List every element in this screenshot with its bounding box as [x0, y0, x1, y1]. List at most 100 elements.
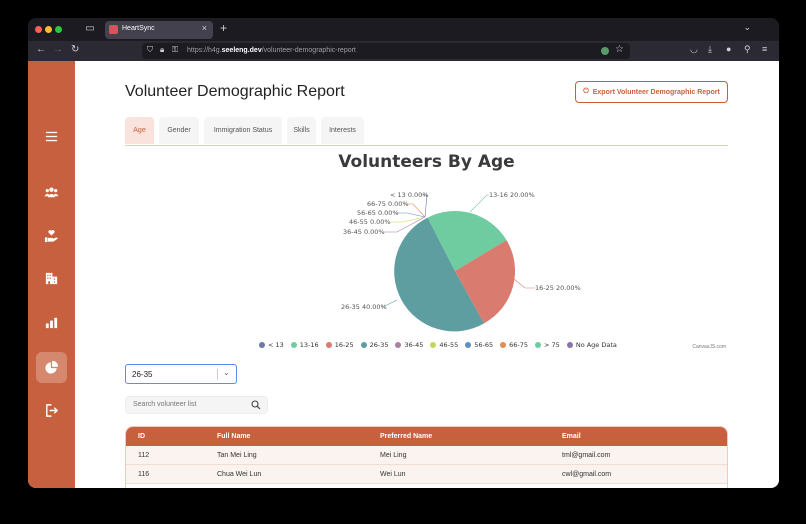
export-icon: ⏻ [583, 88, 589, 95]
legend-item[interactable]: 26-35 [360, 341, 388, 349]
sidebar-item-menu[interactable] [36, 121, 67, 152]
chart-legend: < 13 13-16 16-25 26-35 36-45 46-55 56-65… [259, 341, 617, 349]
pie-chart-icon [45, 360, 59, 374]
browser-tab[interactable]: HeartSync × [105, 21, 213, 39]
slice-26-35[interactable] [394, 217, 485, 332]
lock-icon[interactable]: 🔒︎ [160, 45, 165, 54]
label-26-35: 26-35 40.00% [341, 303, 387, 311]
building-icon [45, 272, 58, 285]
cell-preferred-name: Mei Ling [380, 452, 407, 459]
new-tab-button[interactable]: + [220, 21, 228, 35]
bar-chart-icon [45, 317, 58, 329]
table-row[interactable]: 112 Tan Mei Ling Mei Ling tml@gmail.com [126, 446, 727, 465]
cell-full-name: Chua Wei Lun [217, 471, 262, 478]
close-tab-icon[interactable]: × [201, 23, 207, 33]
label-16-25: 16-25 20.00% [535, 284, 581, 292]
url-bar[interactable]: ⛉ 🔒︎ ⚿ https://h4g.seeleng.dev/volunteer… [142, 43, 630, 59]
chevron-down-icon[interactable]: ⌄ [223, 368, 230, 377]
legend-item[interactable]: 56-65 [465, 341, 493, 349]
search-icon[interactable] [251, 400, 261, 410]
tabs-divider [125, 145, 728, 146]
age-group-select[interactable]: 26-35 ⌄ [125, 364, 237, 384]
browser-window: ▭ HeartSync × + ⌄ ← → ↻ ⛉ 🔒︎ ⚿ https://h… [28, 18, 779, 488]
column-header[interactable]: Preferred Name [380, 433, 433, 440]
forward-icon[interactable]: → [53, 44, 63, 55]
menu-icon[interactable]: ≡ [762, 44, 768, 54]
legend-item[interactable]: 13-16 [290, 341, 319, 349]
reload-icon[interactable]: ↻ [71, 44, 80, 55]
favicon-icon [109, 25, 118, 34]
cell-email: cwl@gmail.com [562, 471, 612, 478]
chart-credit[interactable]: CanvasJS.com [692, 344, 726, 350]
table-row[interactable]: 116 Chua Wei Lun Wei Lun cwl@gmail.com [126, 465, 727, 484]
extension-icon[interactable] [601, 47, 609, 55]
tab-interests[interactable]: Interests [321, 117, 364, 144]
sidebar-item-organisations[interactable] [36, 263, 67, 294]
shield-icon[interactable]: ⛉ [147, 45, 153, 54]
legend-item[interactable]: 66-75 [500, 341, 528, 349]
select-value: 26-35 [132, 370, 153, 379]
tab-age[interactable]: Age [125, 117, 154, 144]
slice-13-16[interactable] [427, 210, 507, 271]
sidebar-item-logout[interactable] [36, 395, 67, 426]
close-window-button[interactable] [35, 26, 42, 33]
legend-item[interactable]: < 13 [259, 341, 284, 349]
hand-heart-icon [44, 230, 59, 243]
chevron-down-icon[interactable]: ⌄ [743, 22, 751, 32]
tab-overview-icon[interactable]: ▭ [85, 23, 95, 34]
hamburger-icon [45, 131, 58, 142]
legend-item[interactable]: 46-55 [430, 341, 458, 349]
table-header: ID Full Name Preferred Name Email [126, 427, 727, 446]
account-icon[interactable]: ● [726, 44, 732, 54]
column-header[interactable]: Email [562, 433, 581, 440]
tab-bar: ▭ HeartSync × + ⌄ [28, 18, 779, 41]
cell-id: 116 [138, 471, 150, 478]
nav-bar: ← → ↻ ⛉ 🔒︎ ⚿ https://h4g.seeleng.dev/vol… [28, 41, 779, 61]
label-13-16: 13-16 20.00% [489, 191, 535, 199]
pie-svg: < 13 0.00% 66-75 0.00% 56-65 0.00% 46-55… [341, 191, 581, 332]
page-content: Volunteer Demographic Report ⏻ Export Vo… [28, 61, 779, 488]
tab-immigration-status[interactable]: Immigration Status [204, 117, 282, 144]
label-66-75: 66-75 0.00% [367, 200, 409, 208]
pocket-icon[interactable]: ◡ [690, 44, 698, 54]
tab-gender[interactable]: Gender [159, 117, 199, 144]
maximize-window-button[interactable] [55, 26, 62, 33]
cell-id: 112 [138, 452, 150, 459]
export-report-button[interactable]: ⏻ Export Volunteer Demographic Report [575, 81, 728, 103]
minimize-window-button[interactable] [45, 26, 52, 33]
back-icon[interactable]: ← [36, 44, 46, 55]
legend-item[interactable]: > 75 [535, 341, 560, 349]
tab-skills[interactable]: Skills [287, 117, 316, 144]
column-header[interactable]: ID [138, 433, 145, 440]
legend-item[interactable]: No Age Data [566, 341, 617, 349]
label-lt13: < 13 0.00% [390, 191, 429, 199]
label-46-55: 46-55 0.00% [349, 218, 391, 226]
age-pie-chart: Volunteers By Age < 13 0.00% [125, 147, 728, 352]
legend-item[interactable]: 16-25 [325, 341, 354, 349]
label-56-65: 56-65 0.00% [357, 209, 399, 217]
search-input[interactable]: Search volunteer list [125, 396, 268, 414]
users-icon [44, 187, 59, 198]
page-title: Volunteer Demographic Report [125, 83, 345, 100]
select-separator [217, 369, 218, 380]
sidebar-item-analytics[interactable] [36, 307, 67, 338]
bookmark-star-icon[interactable]: ☆ [615, 44, 624, 55]
sidebar-item-volunteers[interactable] [36, 177, 67, 208]
sidebar [28, 61, 75, 488]
search-placeholder: Search volunteer list [133, 401, 197, 408]
sidebar-item-reports[interactable] [36, 352, 67, 383]
legend-item[interactable]: 36-45 [395, 341, 423, 349]
extensions-icon[interactable]: ⚲ [744, 44, 751, 54]
volunteer-table: ID Full Name Preferred Name Email 112 Ta… [125, 426, 728, 488]
chart-title: Volunteers By Age [338, 152, 515, 172]
column-header[interactable]: Full Name [217, 433, 251, 440]
download-icon[interactable]: ⤓ [708, 44, 712, 54]
export-label: Export Volunteer Demographic Report [592, 88, 720, 96]
cell-full-name: Tan Mei Ling [217, 452, 257, 459]
cell-email: tml@gmail.com [562, 452, 611, 459]
sidebar-item-beneficiaries[interactable] [36, 220, 67, 251]
key-icon[interactable]: ⚿ [172, 45, 179, 54]
url-text[interactable]: https://h4g.seeleng.dev/volunteer-demogr… [187, 47, 356, 54]
label-36-45: 36-45 0.00% [343, 228, 385, 236]
slice-16-25[interactable] [455, 240, 516, 324]
